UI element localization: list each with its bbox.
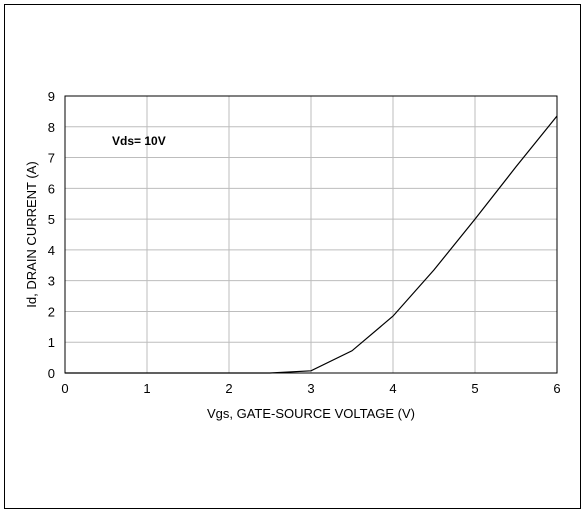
plot-area <box>64 95 558 374</box>
y-tick-label: 2 <box>48 304 55 319</box>
y-tick-label: 0 <box>48 366 55 381</box>
y-tick-label: 7 <box>48 151 55 166</box>
annotation-label: Vds= 10V <box>112 134 166 148</box>
x-tick-label: 4 <box>389 381 396 396</box>
y-tick-label: 6 <box>48 181 55 196</box>
x-tick-label: 2 <box>225 381 232 396</box>
x-tick-labels: 0 1 2 3 4 5 6 <box>61 381 560 396</box>
y-tick-label: 5 <box>48 212 55 227</box>
y-tick-label: 8 <box>48 120 55 135</box>
x-tick-label: 5 <box>471 381 478 396</box>
y-tick-label: 3 <box>48 274 55 289</box>
x-tick-label: 6 <box>553 381 560 396</box>
x-tick-label: 1 <box>143 381 150 396</box>
y-axis-title: Id, DRAIN CURRENT (A) <box>24 161 39 307</box>
y-tick-labels: 0 1 2 3 4 5 6 7 8 9 <box>48 89 55 381</box>
chart-frame <box>4 4 581 509</box>
x-tick-label: 0 <box>61 381 68 396</box>
series-line <box>65 115 558 374</box>
y-tick-label: 4 <box>48 243 55 258</box>
x-axis-title: Vgs, GATE-SOURCE VOLTAGE (V) <box>207 406 415 421</box>
y-tick-label: 9 <box>48 89 55 104</box>
x-tick-label: 3 <box>307 381 314 396</box>
y-tick-label: 1 <box>48 335 55 350</box>
